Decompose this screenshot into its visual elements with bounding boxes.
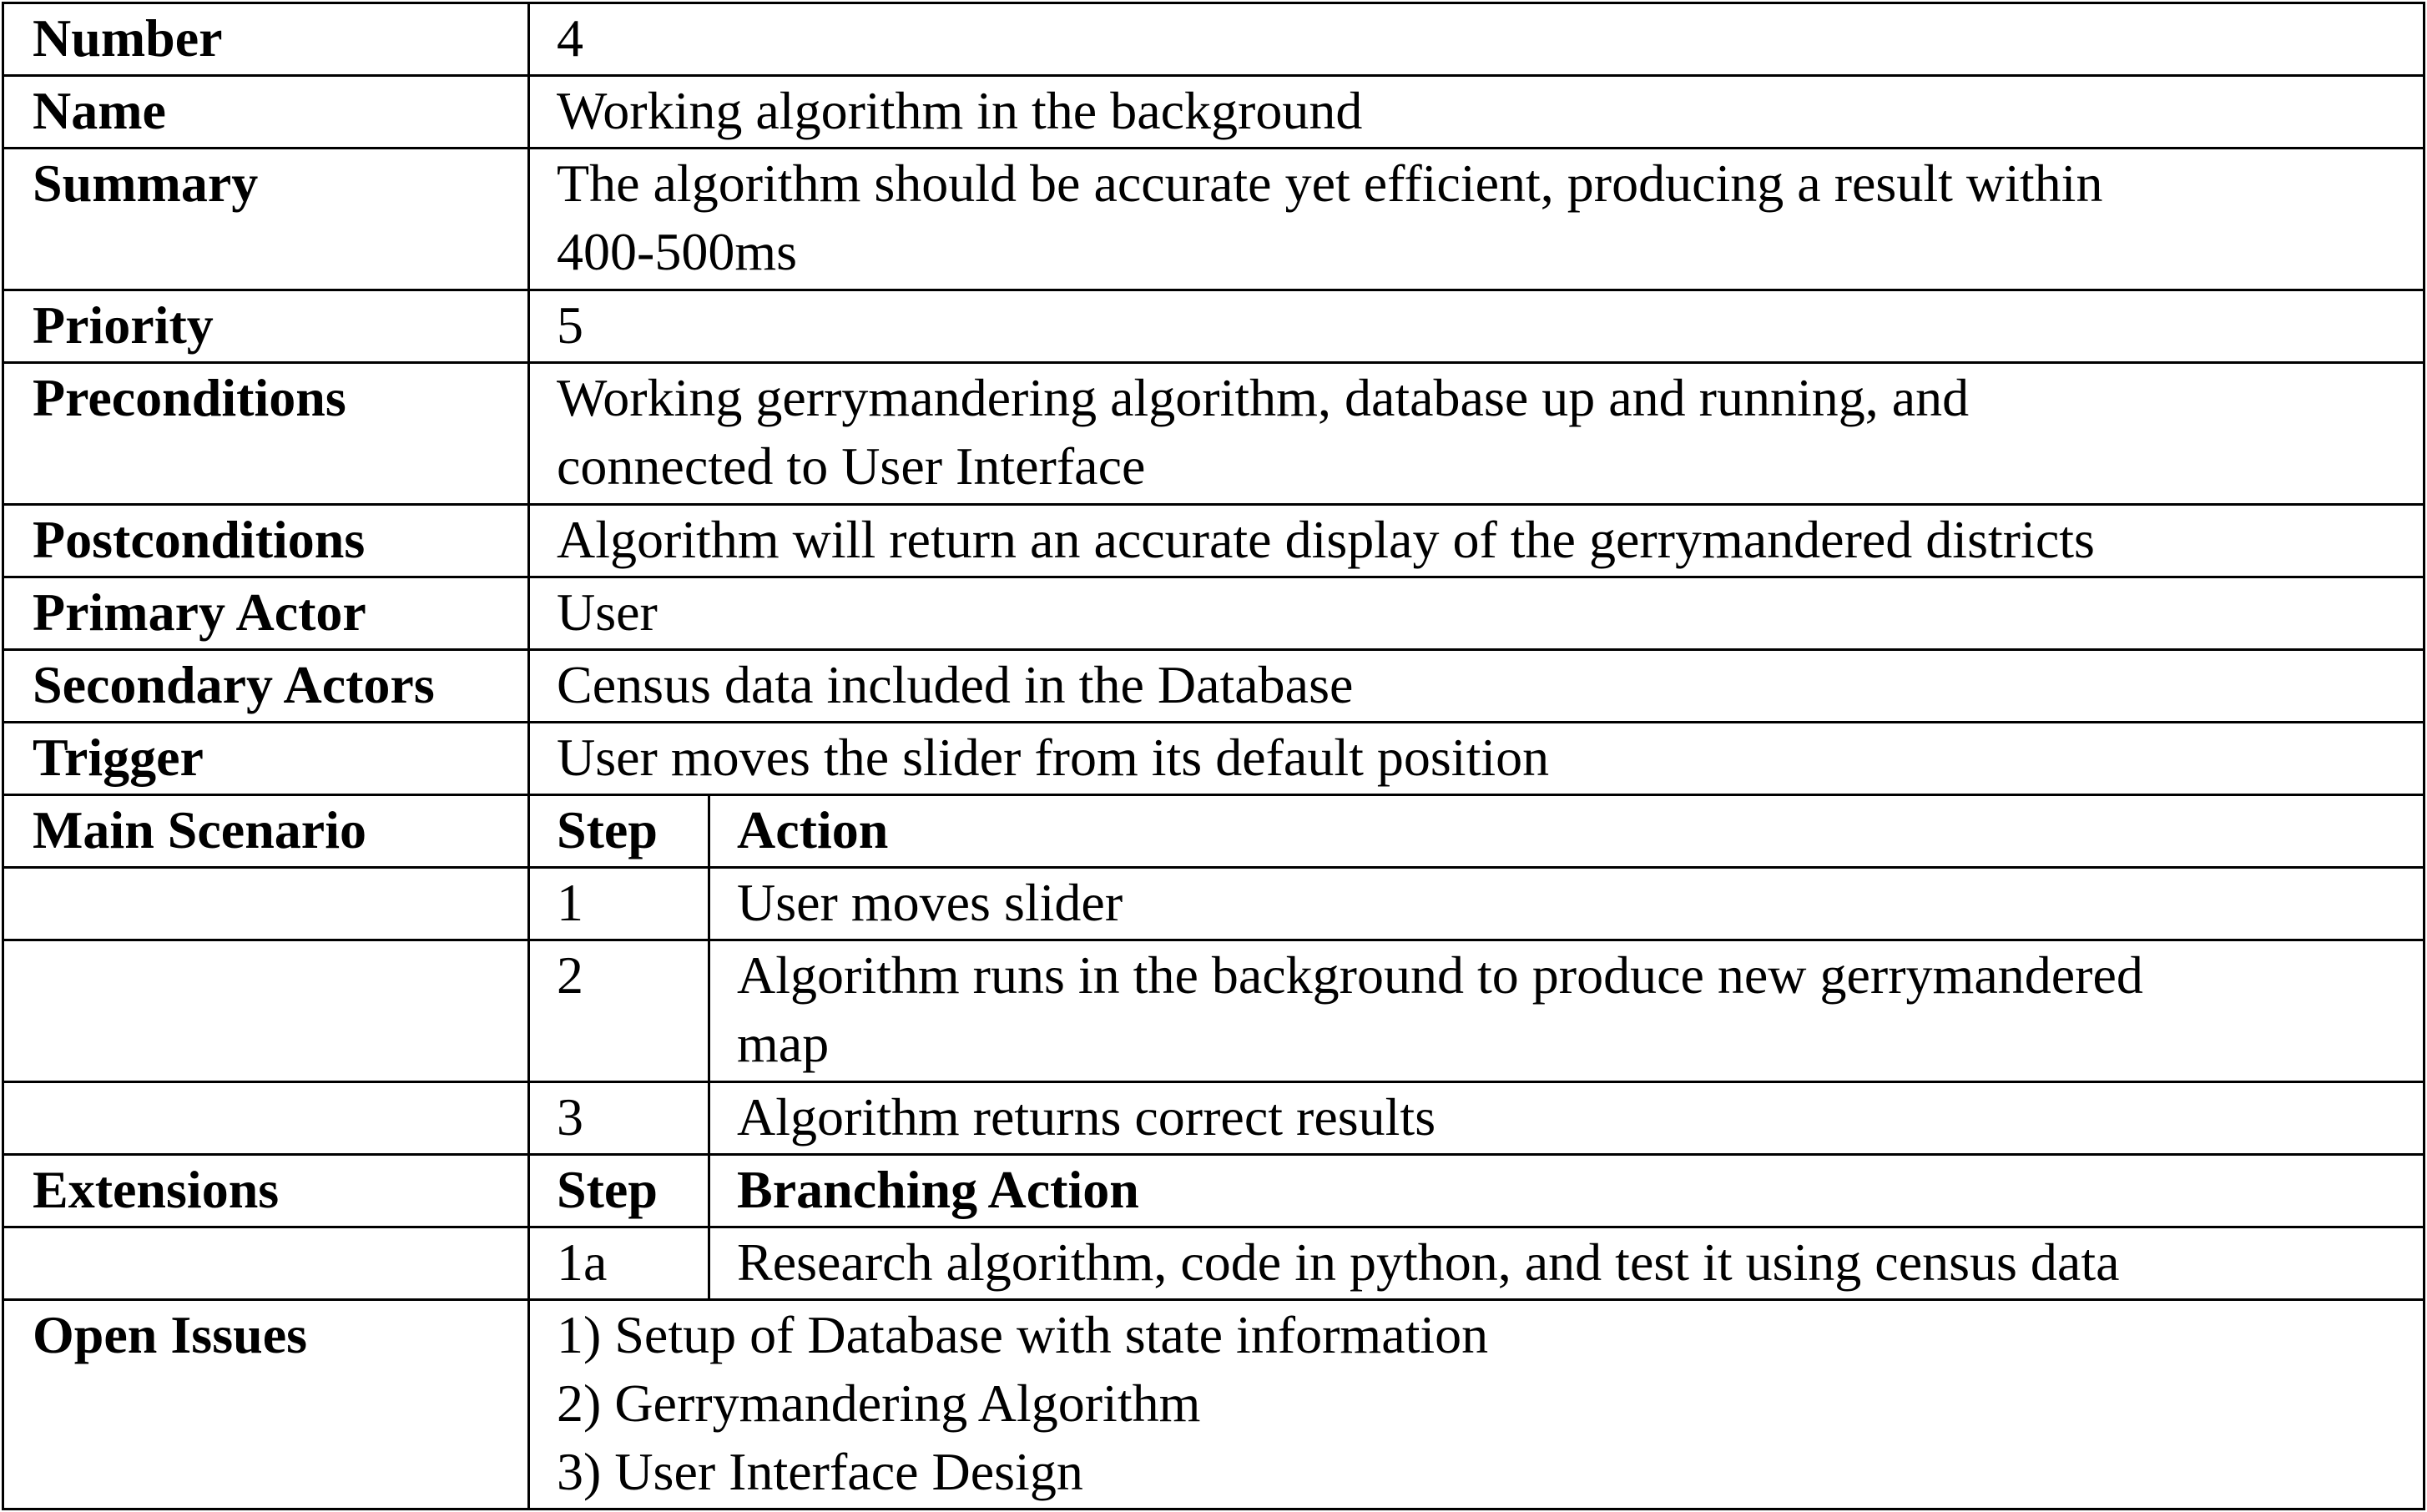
number-label: Number bbox=[2, 2, 530, 77]
summary-line: 400-500ms bbox=[557, 222, 797, 281]
main-scenario-step-row: 2 Algorithm runs in the background to pr… bbox=[2, 939, 2425, 1083]
summary-value: The algorithm should be accurate yet eff… bbox=[527, 147, 2425, 291]
secondary-actors-value: Census data included in the Database bbox=[527, 648, 2425, 723]
row-name: Name Working algorithm in the background bbox=[2, 74, 2425, 149]
row-extensions-header: Extensions Step Branching Action bbox=[2, 1153, 2425, 1228]
trigger-label: Trigger bbox=[2, 721, 530, 796]
empty-cell bbox=[2, 1081, 530, 1156]
row-secondary-actors: Secondary Actors Census data included in… bbox=[2, 648, 2425, 723]
row-priority: Priority 5 bbox=[2, 289, 2425, 364]
summary-line: The algorithm should be accurate yet eff… bbox=[557, 154, 2103, 213]
step-number: 1 bbox=[527, 866, 710, 941]
step-action: User moves slider bbox=[708, 866, 2425, 941]
extensions-action-header: Branching Action bbox=[708, 1153, 2425, 1228]
postconditions-value: Algorithm will return an accurate displa… bbox=[527, 503, 2425, 578]
row-primary-actor: Primary Actor User bbox=[2, 576, 2425, 651]
open-issue-item: 2) Gerrymandering Algorithm bbox=[557, 1373, 1201, 1433]
open-issue-item: 1) Setup of Database with state informat… bbox=[557, 1305, 1489, 1364]
extensions-step-header: Step bbox=[527, 1153, 710, 1228]
primary-actor-value: User bbox=[527, 576, 2425, 651]
step-action-line: Algorithm returns correct results bbox=[737, 1087, 1436, 1147]
main-scenario-step-row: 3 Algorithm returns correct results bbox=[2, 1081, 2425, 1156]
primary-actor-label: Primary Actor bbox=[2, 576, 530, 651]
empty-cell bbox=[2, 1226, 530, 1301]
main-scenario-step-header: Step bbox=[527, 794, 710, 869]
row-main-scenario-header: Main Scenario Step Action bbox=[2, 794, 2425, 869]
step-action-line: map bbox=[737, 1014, 830, 1073]
step-action: Research algorithm, code in python, and … bbox=[708, 1226, 2425, 1301]
step-action-line: Algorithm runs in the background to prod… bbox=[737, 945, 2143, 1005]
main-scenario-action-header: Action bbox=[708, 794, 2425, 869]
step-action-line: User moves slider bbox=[737, 873, 1123, 932]
priority-value: 5 bbox=[527, 289, 2425, 364]
empty-cell bbox=[2, 939, 530, 1083]
name-label: Name bbox=[2, 74, 530, 149]
row-number: Number 4 bbox=[2, 2, 2425, 77]
postconditions-label: Postconditions bbox=[2, 503, 530, 578]
step-number: 1a bbox=[527, 1226, 710, 1301]
open-issues-label: Open Issues bbox=[2, 1298, 530, 1510]
preconditions-label: Preconditions bbox=[2, 361, 530, 506]
summary-label: Summary bbox=[2, 147, 530, 291]
trigger-value: User moves the slider from its default p… bbox=[527, 721, 2425, 796]
preconditions-value: Working gerrymandering algorithm, databa… bbox=[527, 361, 2425, 506]
main-scenario-label: Main Scenario bbox=[2, 794, 530, 869]
step-action-line: Research algorithm, code in python, and … bbox=[737, 1232, 2120, 1292]
step-action: Algorithm runs in the background to prod… bbox=[708, 939, 2425, 1083]
open-issue-item: 3) User Interface Design bbox=[557, 1442, 1083, 1501]
extensions-label: Extensions bbox=[2, 1153, 530, 1228]
row-postconditions: Postconditions Algorithm will return an … bbox=[2, 503, 2425, 578]
row-summary: Summary The algorithm should be accurate… bbox=[2, 147, 2425, 291]
step-number: 3 bbox=[527, 1081, 710, 1156]
preconditions-line: connected to User Interface bbox=[557, 436, 1146, 496]
empty-cell bbox=[2, 866, 530, 941]
extensions-step-row: 1a Research algorithm, code in python, a… bbox=[2, 1226, 2425, 1301]
name-value: Working algorithm in the background bbox=[527, 74, 2425, 149]
main-scenario-step-row: 1 User moves slider bbox=[2, 866, 2425, 941]
priority-label: Priority bbox=[2, 289, 530, 364]
secondary-actors-label: Secondary Actors bbox=[2, 648, 530, 723]
open-issues-value: 1) Setup of Database with state informat… bbox=[527, 1298, 2425, 1510]
row-trigger: Trigger User moves the slider from its d… bbox=[2, 721, 2425, 796]
step-action: Algorithm returns correct results bbox=[708, 1081, 2425, 1156]
step-number: 2 bbox=[527, 939, 710, 1083]
preconditions-line: Working gerrymandering algorithm, databa… bbox=[557, 368, 1970, 427]
row-preconditions: Preconditions Working gerrymandering alg… bbox=[2, 361, 2425, 506]
number-value: 4 bbox=[527, 2, 2425, 77]
row-open-issues: Open Issues 1) Setup of Database with st… bbox=[2, 1298, 2425, 1510]
